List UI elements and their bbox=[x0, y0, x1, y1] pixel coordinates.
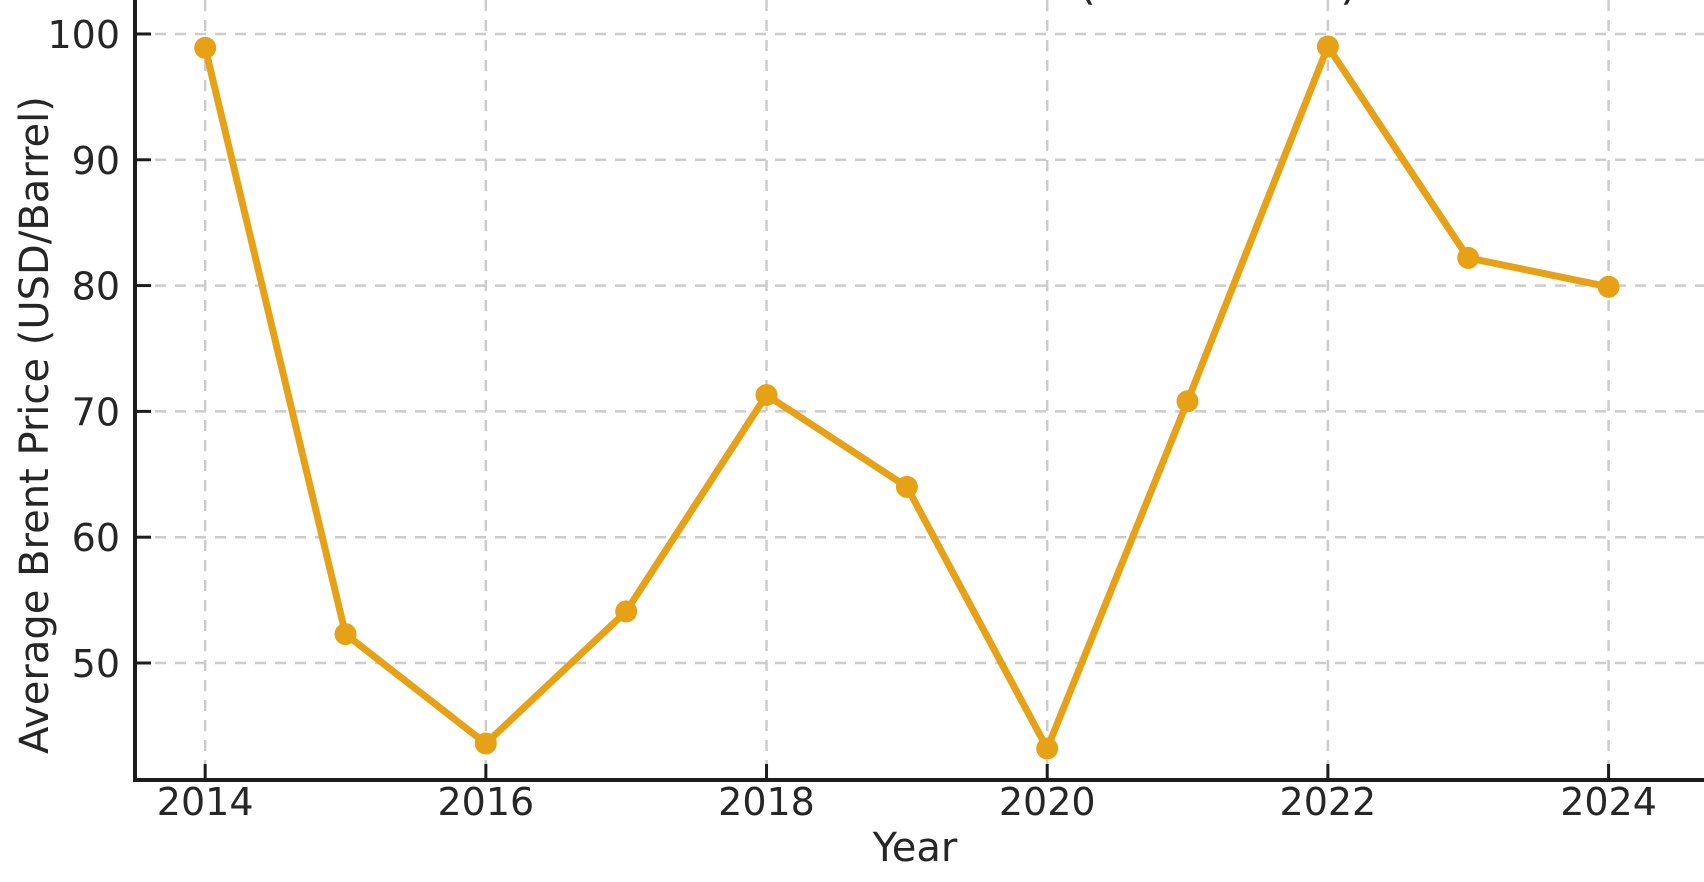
cropped-title-glyph: ( bbox=[1078, 0, 1096, 10]
x-tick-label-2020: 2020 bbox=[999, 780, 1096, 824]
series-layer bbox=[194, 35, 1620, 760]
data-point-2022 bbox=[1316, 35, 1339, 58]
price-line bbox=[201, 43, 1613, 752]
data-point-2016 bbox=[474, 732, 497, 755]
y-tick-label-100: 100 bbox=[47, 13, 120, 57]
data-point-2020 bbox=[1036, 737, 1059, 760]
x-tick-label-2024: 2024 bbox=[1560, 780, 1657, 824]
y-axis-label: Average Brent Price (USD/Barrel) bbox=[12, 96, 58, 754]
x-tick-label-2016: 2016 bbox=[437, 780, 534, 824]
x-tick-label-2022: 2022 bbox=[1280, 780, 1377, 824]
cropped-title-glyph: ) bbox=[1340, 0, 1358, 10]
y-tick-label-60: 60 bbox=[72, 516, 120, 560]
data-point-2023 bbox=[1457, 246, 1480, 269]
y-tick-label-50: 50 bbox=[72, 642, 120, 686]
y-tick-label-70: 70 bbox=[72, 390, 120, 434]
x-axis-label: Year bbox=[872, 825, 958, 871]
data-point-2017 bbox=[615, 600, 638, 623]
data-point-2021 bbox=[1176, 390, 1199, 413]
cropped-title-fragments: () bbox=[1078, 0, 1358, 10]
y-tick-label-80: 80 bbox=[72, 265, 120, 309]
axes-layer bbox=[133, 0, 1704, 782]
x-tick-label-2018: 2018 bbox=[718, 780, 815, 824]
data-point-2018 bbox=[755, 384, 778, 406]
y-tick-label-90: 90 bbox=[72, 139, 120, 183]
data-point-2014 bbox=[194, 36, 217, 59]
data-point-2019 bbox=[895, 475, 918, 498]
x-tick-label-2014: 2014 bbox=[157, 780, 254, 824]
data-point-2015 bbox=[334, 623, 357, 646]
gridlines bbox=[135, 0, 1704, 780]
data-point-2024 bbox=[1597, 275, 1620, 298]
tick-labels-layer: 2014 2016 2018 2020 2022 2024 50 60 70 80 90 100 bbox=[47, 13, 1656, 824]
